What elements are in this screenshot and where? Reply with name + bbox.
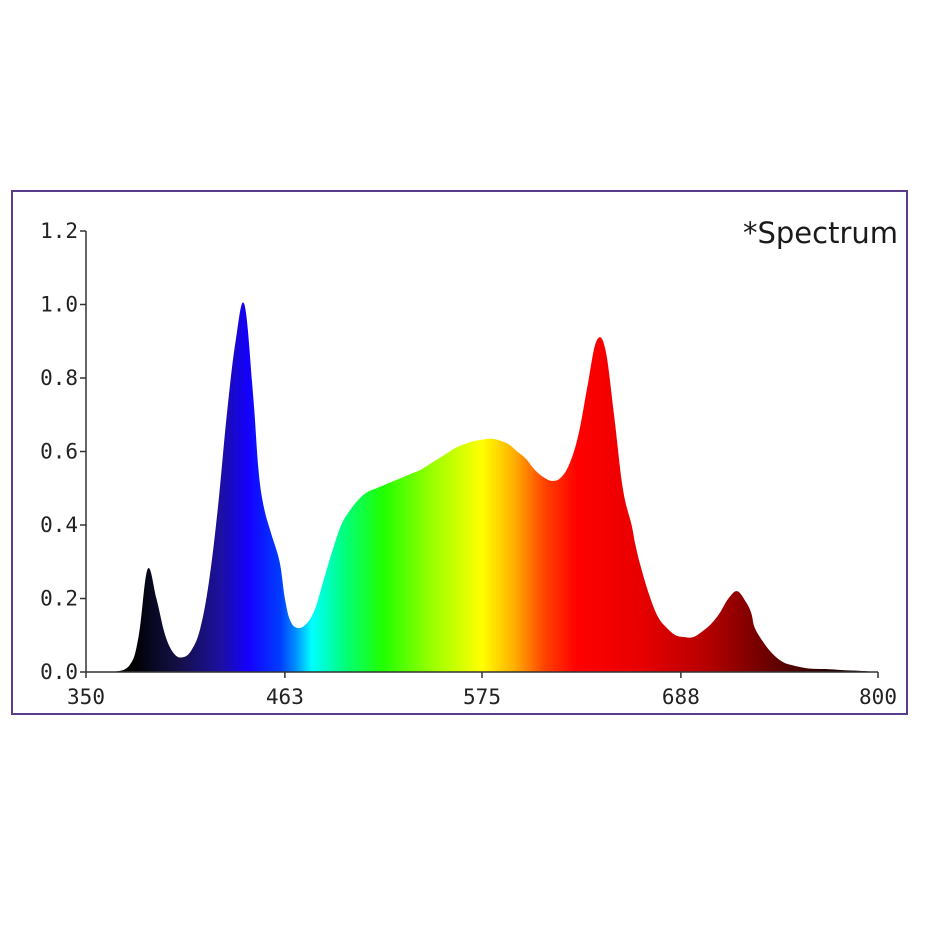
x-tick-label: 463: [266, 685, 304, 709]
x-tick-label: 800: [859, 685, 897, 709]
y-tick-label: 0.8: [40, 366, 78, 390]
y-tick-label: 0.2: [40, 587, 78, 611]
y-tick-label: 0.6: [40, 440, 78, 464]
y-axis-ticks: 0.0 0.2 0.4 0.6 0.8 1.0 1.2: [40, 219, 86, 684]
chart-title: *Spectrum: [743, 216, 898, 250]
y-tick-label: 0.0: [40, 660, 78, 684]
x-tick-label: 350: [67, 685, 105, 709]
x-axis-ticks: 350 463 575 688 800: [67, 672, 897, 709]
x-tick-label: 688: [662, 685, 700, 709]
y-tick-label: 1.0: [40, 293, 78, 317]
x-tick-label: 575: [463, 685, 501, 709]
y-tick-label: 1.2: [40, 219, 78, 243]
y-tick-label: 0.4: [40, 513, 78, 537]
spectrum-area: [86, 302, 878, 672]
